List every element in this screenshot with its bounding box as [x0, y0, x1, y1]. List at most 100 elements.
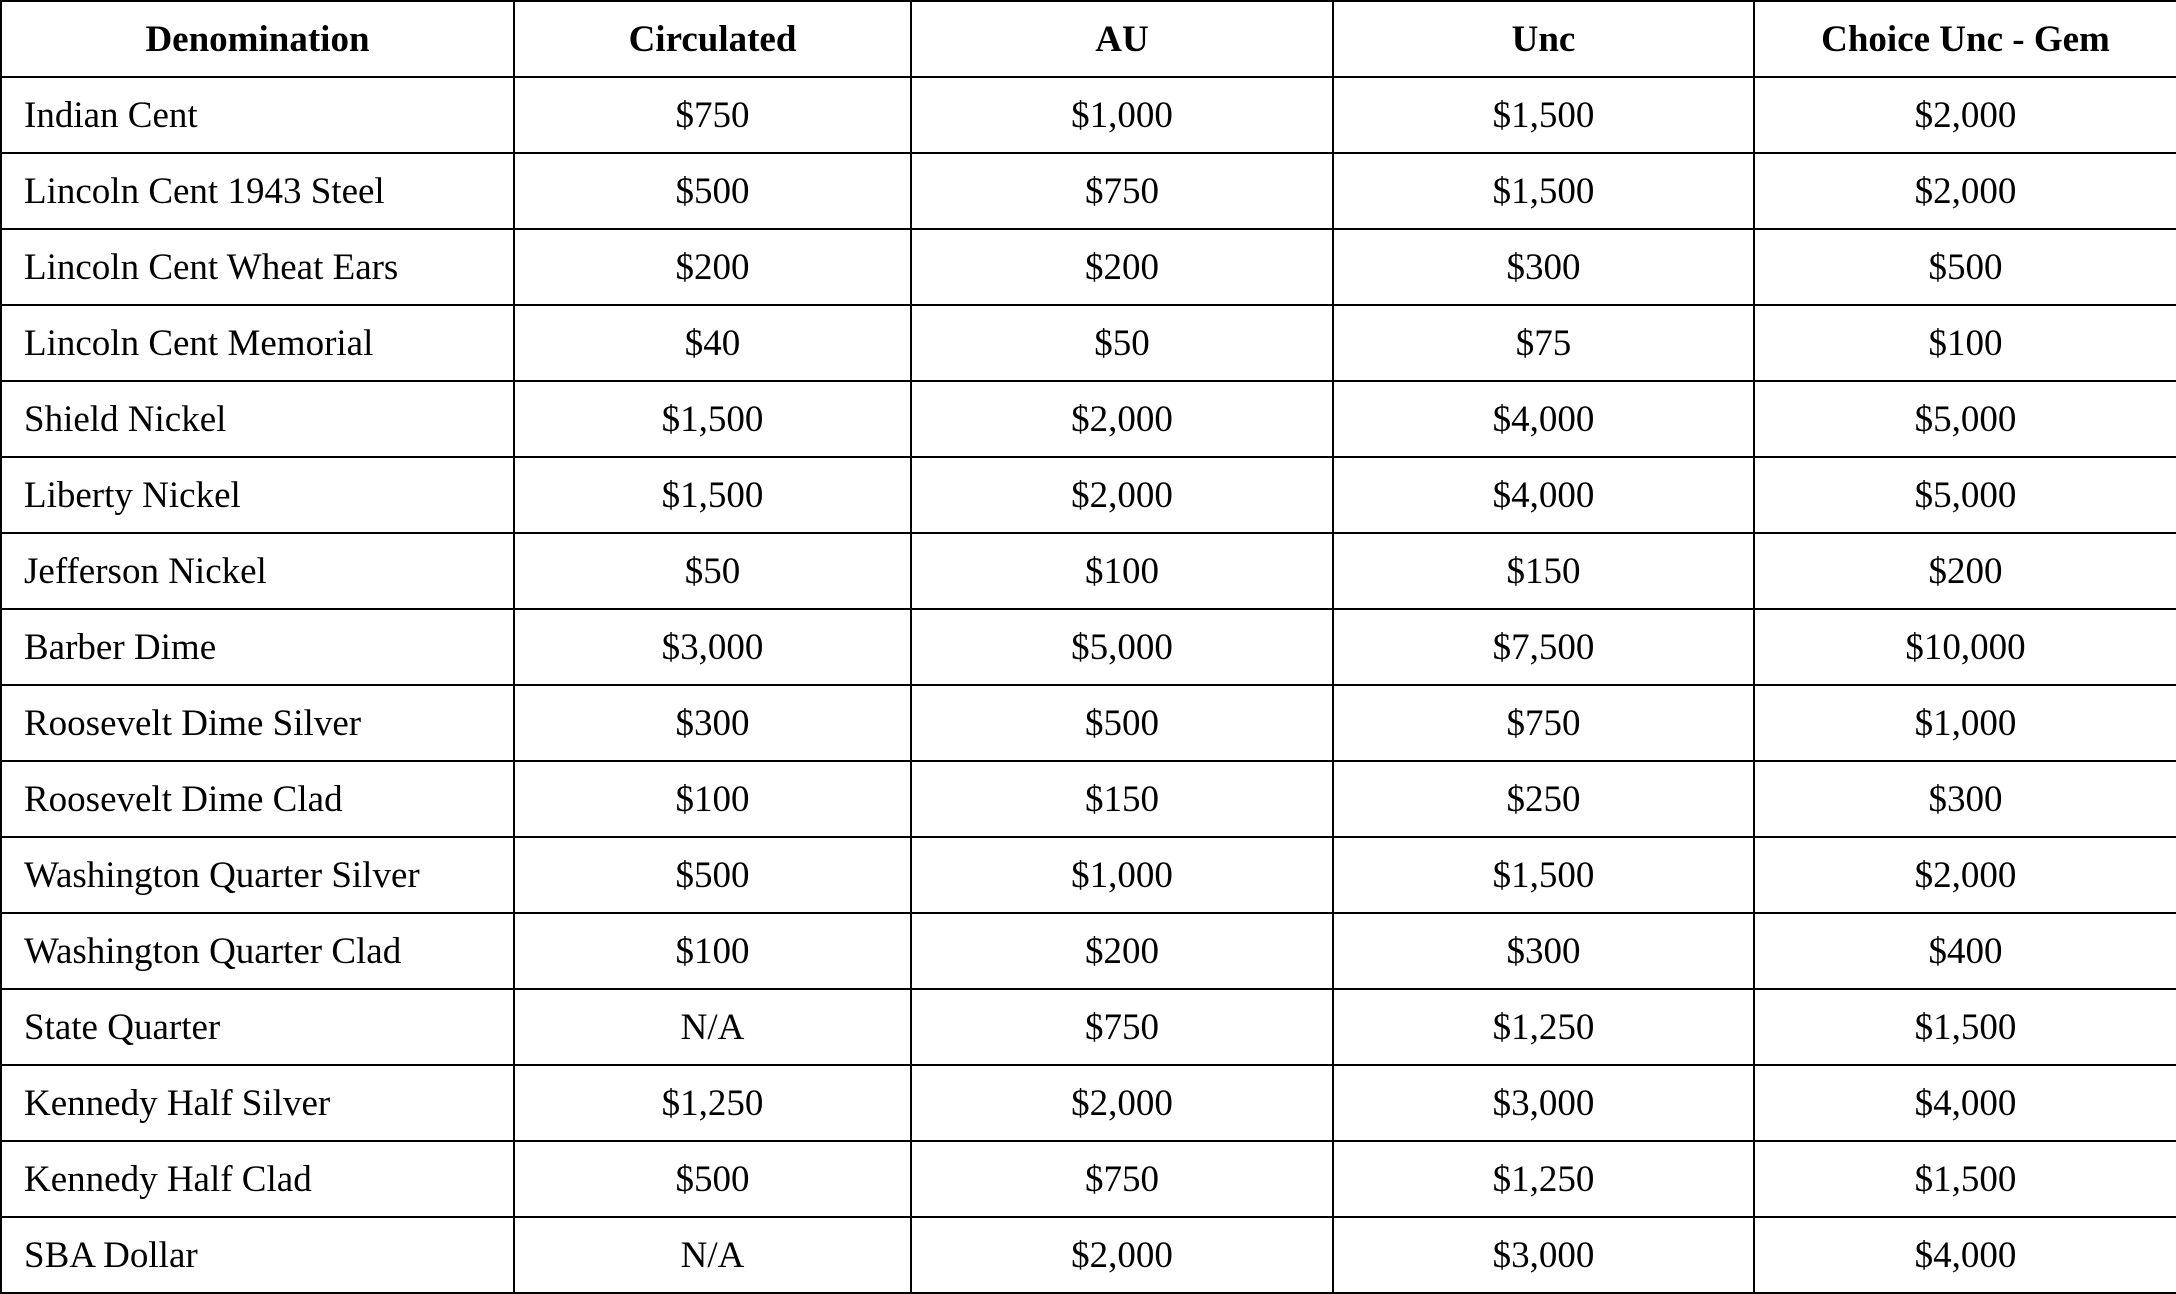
au-cell: $5,000 [910, 608, 1334, 686]
au-cell: $750 [910, 1140, 1334, 1218]
denomination-cell: Washington Quarter Clad [0, 912, 515, 990]
choice-unc-gem-cell: $5,000 [1753, 456, 2176, 534]
table-row: Shield Nickel $1,500 $2,000 $4,000 $5,000 [0, 380, 2176, 458]
table-row: Roosevelt Dime Clad $100 $150 $250 $300 [0, 760, 2176, 838]
unc-cell: $300 [1332, 912, 1755, 990]
au-cell: $50 [910, 304, 1334, 382]
denomination-cell: Kennedy Half Clad [0, 1140, 515, 1218]
unc-cell: $4,000 [1332, 380, 1755, 458]
table-row: SBA Dollar N/A $2,000 $3,000 $4,000 [0, 1216, 2176, 1294]
choice-unc-gem-cell: $2,000 [1753, 836, 2176, 914]
choice-unc-gem-cell: $500 [1753, 228, 2176, 306]
circulated-cell: $40 [513, 304, 912, 382]
table-row: Liberty Nickel $1,500 $2,000 $4,000 $5,000 [0, 456, 2176, 534]
choice-unc-gem-cell: $1,000 [1753, 684, 2176, 762]
table-row: Lincoln Cent 1943 Steel $500 $750 $1,500 $2,… [0, 152, 2176, 230]
table-row: Washington Quarter Silver $500 $1,000 $1,50… [0, 836, 2176, 914]
denomination-cell: State Quarter [0, 988, 515, 1066]
au-cell: $500 [910, 684, 1334, 762]
circulated-cell: N/A [513, 1216, 912, 1294]
unc-cell: $1,500 [1332, 76, 1755, 154]
denomination-cell: Lincoln Cent Memorial [0, 304, 515, 382]
denomination-cell: Roosevelt Dime Silver [0, 684, 515, 762]
table-row: Indian Cent $750 $1,000 $1,500 $2,000 [0, 76, 2176, 154]
au-cell: $750 [910, 152, 1334, 230]
au-cell: $200 [910, 228, 1334, 306]
header-au: AU [910, 0, 1334, 78]
au-cell: $1,000 [910, 76, 1334, 154]
au-cell: $2,000 [910, 1216, 1334, 1294]
au-cell: $2,000 [910, 1064, 1334, 1142]
circulated-cell: $50 [513, 532, 912, 610]
choice-unc-gem-cell: $4,000 [1753, 1216, 2176, 1294]
circulated-cell: $100 [513, 912, 912, 990]
denomination-cell: Liberty Nickel [0, 456, 515, 534]
choice-unc-gem-cell: $4,000 [1753, 1064, 2176, 1142]
circulated-cell: $200 [513, 228, 912, 306]
choice-unc-gem-cell: $100 [1753, 304, 2176, 382]
unc-cell: $300 [1332, 228, 1755, 306]
denomination-cell: Kennedy Half Silver [0, 1064, 515, 1142]
circulated-cell: $500 [513, 152, 912, 230]
au-cell: $2,000 [910, 456, 1334, 534]
header-denomination: Denomination [0, 0, 515, 78]
table-row: Kennedy Half Clad $500 $750 $1,250 $1,500 [0, 1140, 2176, 1218]
circulated-cell: $300 [513, 684, 912, 762]
denomination-cell: Roosevelt Dime Clad [0, 760, 515, 838]
denomination-cell: Lincoln Cent 1943 Steel [0, 152, 515, 230]
au-cell: $2,000 [910, 380, 1334, 458]
denomination-cell: Barber Dime [0, 608, 515, 686]
table-row: Lincoln Cent Memorial $40 $50 $75 $100 [0, 304, 2176, 382]
unc-cell: $150 [1332, 532, 1755, 610]
au-cell: $100 [910, 532, 1334, 610]
denomination-cell: Jefferson Nickel [0, 532, 515, 610]
unc-cell: $750 [1332, 684, 1755, 762]
denomination-cell: Indian Cent [0, 76, 515, 154]
table-body: Indian Cent $750 $1,000 $1,500 $2,000 Lincoln… [0, 76, 2176, 1294]
choice-unc-gem-cell: $5,000 [1753, 380, 2176, 458]
denomination-cell: Shield Nickel [0, 380, 515, 458]
choice-unc-gem-cell: $400 [1753, 912, 2176, 990]
unc-cell: $75 [1332, 304, 1755, 382]
circulated-cell: $1,500 [513, 456, 912, 534]
au-cell: $150 [910, 760, 1334, 838]
denomination-cell: Lincoln Cent Wheat Ears [0, 228, 515, 306]
header-circulated: Circulated [513, 0, 912, 78]
choice-unc-gem-cell: $2,000 [1753, 76, 2176, 154]
circulated-cell: $1,250 [513, 1064, 912, 1142]
choice-unc-gem-cell: $1,500 [1753, 988, 2176, 1066]
table-row: Lincoln Cent Wheat Ears $200 $200 $300 $500 [0, 228, 2176, 306]
choice-unc-gem-cell: $200 [1753, 532, 2176, 610]
au-cell: $1,000 [910, 836, 1334, 914]
header-choice-unc-gem: Choice Unc - Gem [1753, 0, 2176, 78]
circulated-cell: $1,500 [513, 380, 912, 458]
table-row: Jefferson Nickel $50 $100 $150 $200 [0, 532, 2176, 610]
circulated-cell: N/A [513, 988, 912, 1066]
circulated-cell: $750 [513, 76, 912, 154]
unc-cell: $1,250 [1332, 1140, 1755, 1218]
choice-unc-gem-cell: $10,000 [1753, 608, 2176, 686]
circulated-cell: $500 [513, 1140, 912, 1218]
unc-cell: $1,500 [1332, 152, 1755, 230]
unc-cell: $1,500 [1332, 836, 1755, 914]
table-row: Washington Quarter Clad $100 $200 $300 $400 [0, 912, 2176, 990]
table-row: Barber Dime $3,000 $5,000 $7,500 $10,000 [0, 608, 2176, 686]
unc-cell: $4,000 [1332, 456, 1755, 534]
circulated-cell: $100 [513, 760, 912, 838]
table-row: State Quarter N/A $750 $1,250 $1,500 [0, 988, 2176, 1066]
unc-cell: $3,000 [1332, 1216, 1755, 1294]
table-row: Roosevelt Dime Silver $300 $500 $750 $1,000 [0, 684, 2176, 762]
circulated-cell: $500 [513, 836, 912, 914]
header-unc: Unc [1332, 0, 1755, 78]
unc-cell: $1,250 [1332, 988, 1755, 1066]
denomination-cell: Washington Quarter Silver [0, 836, 515, 914]
unc-cell: $3,000 [1332, 1064, 1755, 1142]
au-cell: $750 [910, 988, 1334, 1066]
au-cell: $200 [910, 912, 1334, 990]
choice-unc-gem-cell: $2,000 [1753, 152, 2176, 230]
circulated-cell: $3,000 [513, 608, 912, 686]
table-row: Kennedy Half Silver $1,250 $2,000 $3,000 $4,… [0, 1064, 2176, 1142]
unc-cell: $7,500 [1332, 608, 1755, 686]
choice-unc-gem-cell: $1,500 [1753, 1140, 2176, 1218]
